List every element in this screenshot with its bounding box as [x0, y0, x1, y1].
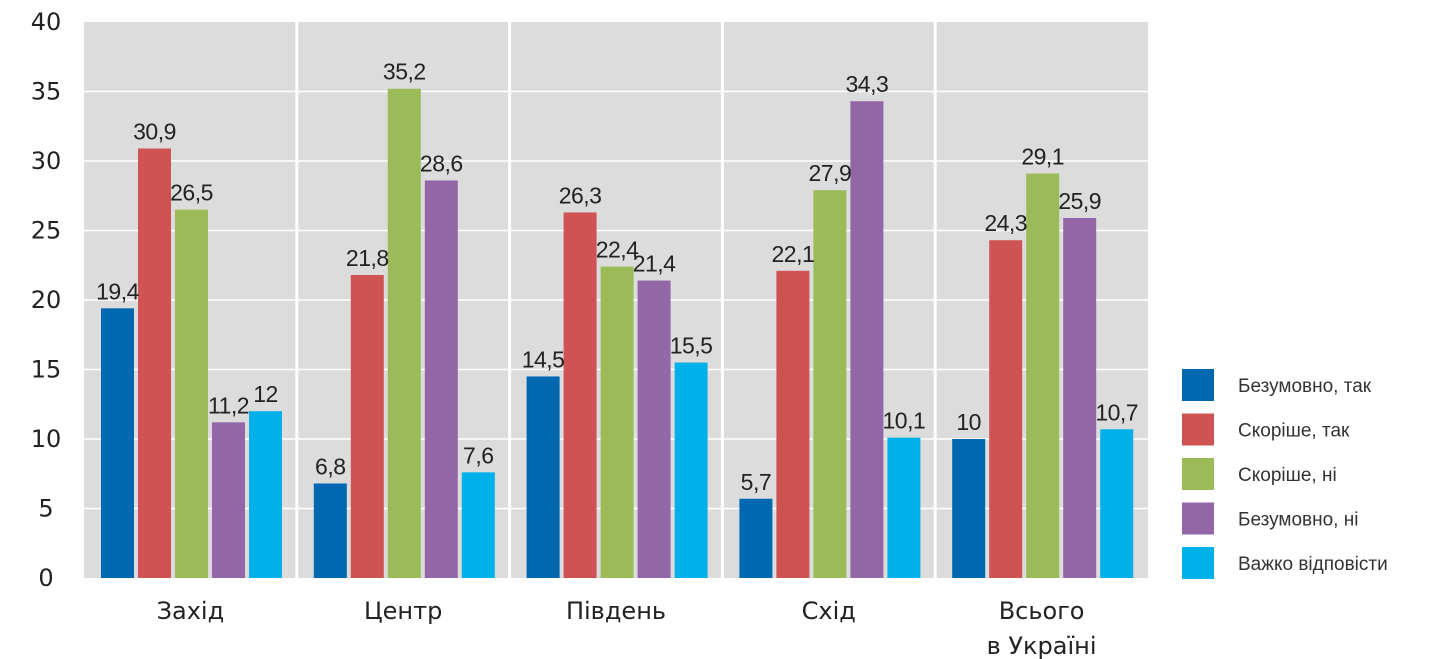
bar [526, 376, 560, 578]
category-label: Центр [364, 597, 442, 625]
legend-swatch [1182, 369, 1214, 401]
legend-label: Безумовно, ні [1238, 510, 1358, 531]
legend-label: Скоріше, ні [1238, 465, 1337, 486]
data-label: 11,2 [208, 392, 249, 418]
data-label: 6,8 [315, 453, 345, 479]
bar [1063, 217, 1097, 579]
y-tick-label: 0 [38, 564, 53, 592]
category-label: Всього [999, 597, 1085, 625]
data-label: 30,9 [133, 118, 176, 144]
data-label: 10,7 [1095, 399, 1138, 425]
y-tick-label: 20 [31, 286, 62, 314]
bar [637, 280, 671, 578]
bar [387, 88, 421, 578]
bar [424, 180, 458, 578]
data-label: 22,4 [596, 237, 639, 263]
category-label: Схід [802, 597, 856, 625]
bar [175, 209, 208, 578]
bar [850, 101, 884, 578]
data-label: 14,5 [522, 346, 565, 372]
y-tick-label: 25 [31, 217, 62, 245]
bar [350, 274, 384, 578]
data-label: 21,8 [346, 245, 389, 271]
data-label: 29,1 [1021, 144, 1064, 170]
data-label: 10,1 [883, 408, 926, 434]
category-label: в Україні [987, 632, 1097, 659]
legend-label: Безумовно, так [1238, 376, 1372, 397]
legend-swatch [1182, 413, 1214, 446]
data-label: 19,4 [96, 278, 139, 304]
category-label: Південь [566, 597, 666, 625]
data-label: 21,4 [633, 251, 676, 277]
data-labels: 19,4 6,8 14,5 5,7 10 30,9 21,8 26,3 22,1 24,3 26,5… [96, 59, 1138, 495]
bar [813, 190, 847, 578]
data-label: 34,3 [846, 71, 889, 97]
y-tick-label: 5 [38, 495, 53, 523]
y-axis-ticks: 0 5 10 15 20 25 30 35 40 [31, 8, 62, 592]
bar [989, 240, 1023, 579]
bar [674, 362, 708, 578]
y-tick-label: 15 [31, 356, 62, 384]
bar [952, 439, 986, 578]
data-label: 22,1 [772, 241, 815, 267]
data-label: 24,3 [984, 210, 1027, 236]
bar [563, 212, 597, 578]
bar [1100, 429, 1134, 578]
legend-swatch [1182, 458, 1214, 490]
data-label: 15,5 [670, 333, 713, 359]
bar [600, 266, 634, 578]
legend-swatch [1182, 547, 1214, 579]
bar [461, 472, 495, 578]
y-tick-label: 30 [31, 147, 62, 175]
legend-label: Скоріше, так [1238, 421, 1350, 442]
bar [776, 270, 810, 578]
bar [1026, 173, 1060, 578]
data-label: 7,6 [463, 442, 493, 468]
bar [249, 411, 282, 578]
y-tick-label: 35 [31, 78, 62, 106]
bar [101, 308, 134, 578]
data-label: 5,7 [741, 469, 771, 495]
data-label: 26,5 [170, 180, 213, 206]
bars [101, 88, 1134, 579]
bar [887, 437, 921, 578]
data-label: 12 [253, 381, 278, 407]
data-label: 10 [956, 409, 981, 435]
x-axis-categories: Захід Центр Південь Схід Всього в Україні [157, 597, 1097, 659]
data-label: 28,6 [420, 150, 463, 176]
y-tick-label: 10 [31, 425, 62, 453]
data-label: 35,2 [383, 59, 426, 85]
y-tick-label: 40 [31, 8, 62, 36]
bar [313, 483, 347, 578]
data-label: 25,9 [1058, 188, 1101, 214]
data-label: 27,9 [809, 160, 852, 186]
legend-swatch [1182, 502, 1214, 535]
legend-label: Важко відповісти [1238, 554, 1388, 575]
category-label: Захід [157, 597, 225, 625]
legend: Безумовно, так Скоріше, так Скоріше, ні Без… [1182, 369, 1388, 579]
bar [739, 498, 773, 578]
bar [138, 148, 171, 579]
data-label: 26,3 [559, 182, 602, 208]
bar [212, 422, 245, 578]
